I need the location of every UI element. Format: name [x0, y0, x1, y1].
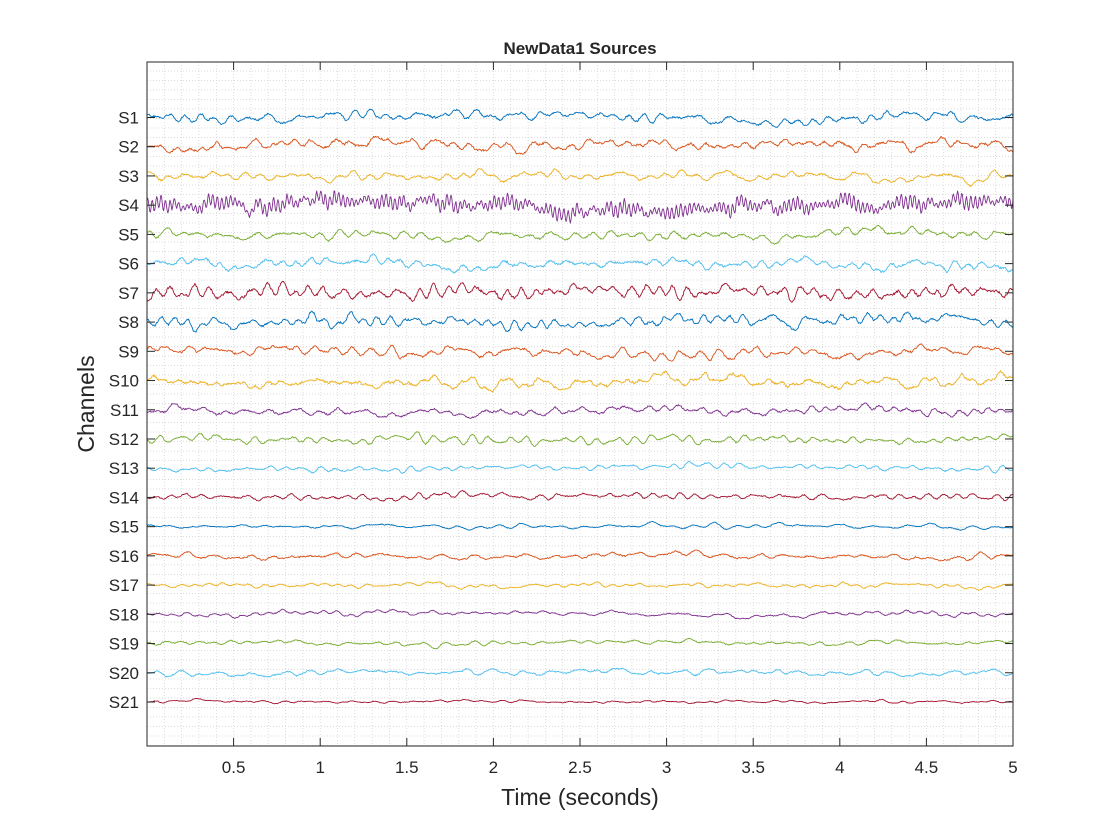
x-tick-label: 3	[662, 758, 671, 777]
x-axis-ticks: 0.5 1 1.5 2 2.5 3 3.5 4 4.5 5	[222, 62, 1018, 777]
channel-label: S14	[109, 488, 139, 507]
x-axis-label: Time (seconds)	[501, 784, 659, 810]
channel-label: S7	[118, 284, 139, 303]
trace-s11	[146, 402, 1014, 419]
channel-label: S21	[109, 693, 139, 712]
x-tick-label: 2.5	[568, 758, 592, 777]
y-axis-ticks: S1 S2 S3 S4 S5 S6 S7 S8 S9 S10 S11 S12 S13 S14 S15 S16 S…	[109, 109, 1013, 712]
x-tick-label: 5	[1008, 758, 1017, 777]
x-tick-label: 1	[315, 758, 324, 777]
trace-s14	[146, 490, 1014, 502]
trace-s20	[146, 667, 1014, 678]
channel-label: S15	[109, 518, 139, 537]
channel-label: S2	[118, 138, 139, 157]
x-tick-label: 4	[835, 758, 844, 777]
channel-label: S17	[109, 576, 139, 595]
trace-s15	[146, 520, 1014, 531]
trace-s13	[146, 460, 1014, 474]
x-tick-label: 3.5	[741, 758, 765, 777]
x-tick-label: 4.5	[915, 758, 939, 777]
y-axis-label: Channels	[73, 355, 99, 452]
trace-s9	[146, 343, 1014, 362]
channel-label: S13	[109, 459, 139, 478]
chart-title: NewData1 Sources	[503, 39, 656, 58]
trace-s21	[146, 698, 1013, 705]
channel-label: S6	[118, 255, 139, 274]
trace-s7	[146, 280, 1014, 303]
channel-label: S11	[110, 401, 139, 420]
trace-s1	[146, 108, 1014, 128]
channel-traces	[146, 108, 1014, 705]
channel-label: S16	[109, 547, 139, 566]
channel-label: S3	[118, 167, 139, 186]
channel-label: S18	[109, 605, 139, 624]
channel-label: S5	[118, 225, 139, 244]
channel-label: S1	[118, 109, 139, 128]
trace-s8	[146, 310, 1014, 333]
channel-label: S19	[109, 635, 139, 654]
trace-s5	[146, 224, 1014, 245]
trace-s18	[146, 608, 1014, 620]
channel-label: S20	[109, 664, 139, 683]
channel-label: S9	[118, 342, 139, 361]
trace-s12	[146, 431, 1014, 447]
trace-s19	[146, 637, 1014, 650]
trace-s4	[146, 190, 1014, 224]
channel-label: S8	[118, 313, 139, 332]
plot-grid	[147, 62, 1013, 746]
trace-s6	[146, 253, 1014, 274]
channel-label: S12	[109, 430, 139, 449]
trace-s10	[146, 370, 1014, 393]
trace-s16	[146, 549, 1014, 562]
trace-s17	[146, 581, 1014, 591]
x-tick-label: 1.5	[395, 758, 419, 777]
x-tick-label: 0.5	[222, 758, 246, 777]
channel-label: S10	[109, 372, 139, 391]
channel-label: S4	[118, 196, 139, 215]
x-tick-label: 2	[489, 758, 498, 777]
trace-s3	[146, 168, 1014, 187]
trace-s2	[146, 135, 1014, 155]
